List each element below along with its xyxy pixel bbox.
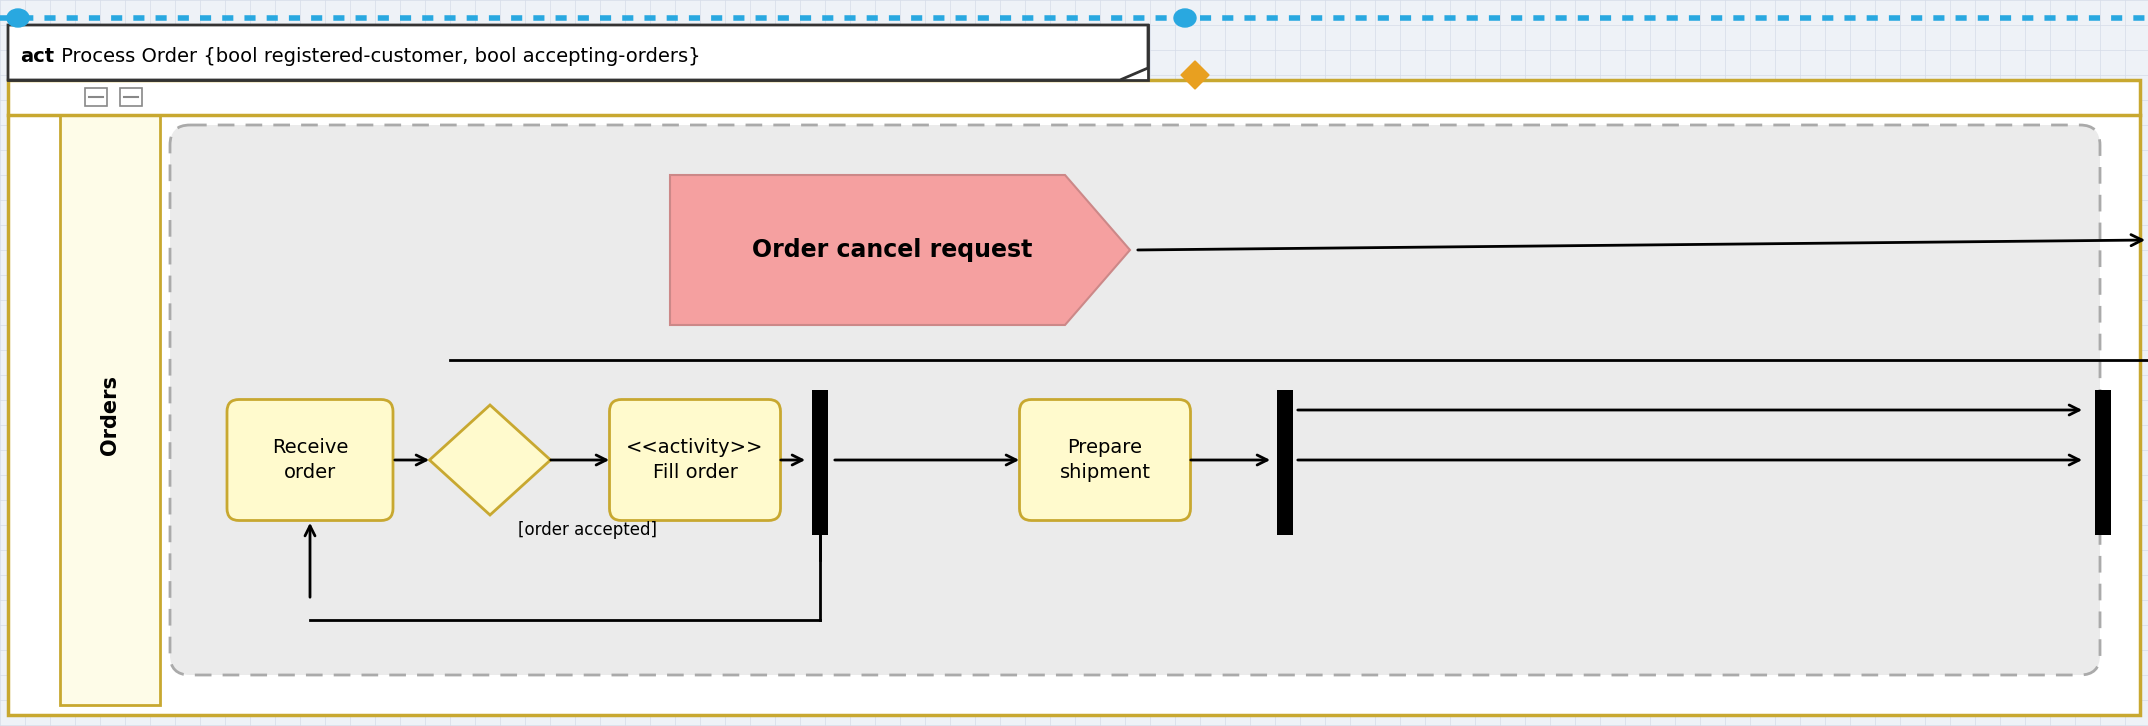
Ellipse shape (1175, 9, 1196, 27)
Bar (1278, 390, 1293, 535)
Bar (120, 88, 142, 106)
FancyBboxPatch shape (610, 399, 780, 521)
Ellipse shape (6, 9, 30, 27)
FancyBboxPatch shape (170, 125, 2101, 675)
FancyBboxPatch shape (228, 399, 393, 521)
Text: act: act (19, 47, 54, 67)
Polygon shape (9, 25, 1147, 80)
Text: Prepare
shipment: Prepare shipment (1059, 438, 1151, 482)
Polygon shape (670, 175, 1130, 325)
Bar (60, 115, 159, 705)
Text: Process Order {bool registered-customer, bool accepting-orders}: Process Order {bool registered-customer,… (56, 47, 700, 67)
Bar (2094, 390, 2111, 535)
Text: <<activity>>
Fill order: <<activity>> Fill order (627, 438, 765, 482)
FancyBboxPatch shape (1020, 399, 1190, 521)
Polygon shape (1181, 61, 1209, 89)
Bar (9, 25, 1147, 80)
Text: Orders: Orders (101, 375, 120, 455)
Text: [order accepted]: [order accepted] (518, 521, 657, 539)
Polygon shape (430, 405, 550, 515)
Bar (812, 390, 827, 535)
Bar (86, 88, 107, 106)
Text: Order cancel request: Order cancel request (752, 238, 1033, 262)
Bar (9, 80, 2139, 715)
Text: Receive
order: Receive order (273, 438, 348, 482)
